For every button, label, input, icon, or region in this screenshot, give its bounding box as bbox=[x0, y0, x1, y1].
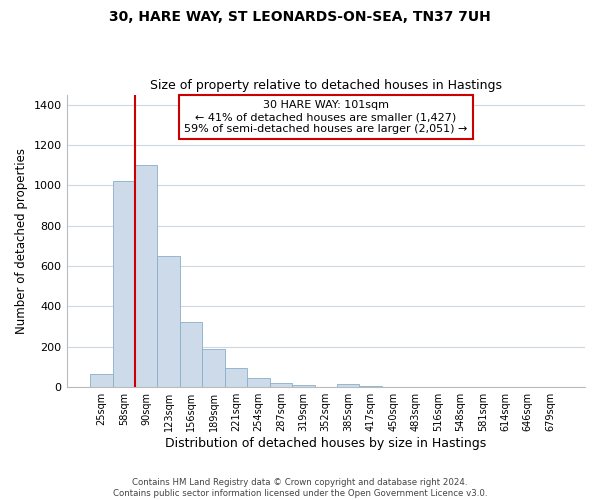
Bar bbox=[113, 182, 135, 387]
Bar bbox=[90, 374, 113, 387]
Title: Size of property relative to detached houses in Hastings: Size of property relative to detached ho… bbox=[150, 79, 502, 92]
Bar bbox=[292, 385, 314, 387]
Bar bbox=[225, 368, 247, 387]
Bar bbox=[247, 378, 269, 387]
Bar bbox=[337, 384, 359, 387]
Bar bbox=[202, 349, 225, 387]
Text: 30 HARE WAY: 101sqm
← 41% of detached houses are smaller (1,427)
59% of semi-det: 30 HARE WAY: 101sqm ← 41% of detached ho… bbox=[184, 100, 467, 134]
Bar bbox=[269, 383, 292, 387]
Text: Contains HM Land Registry data © Crown copyright and database right 2024.
Contai: Contains HM Land Registry data © Crown c… bbox=[113, 478, 487, 498]
Text: 30, HARE WAY, ST LEONARDS-ON-SEA, TN37 7UH: 30, HARE WAY, ST LEONARDS-ON-SEA, TN37 7… bbox=[109, 10, 491, 24]
Bar bbox=[157, 256, 180, 387]
Y-axis label: Number of detached properties: Number of detached properties bbox=[15, 148, 28, 334]
Bar bbox=[135, 165, 157, 387]
Bar bbox=[180, 322, 202, 387]
X-axis label: Distribution of detached houses by size in Hastings: Distribution of detached houses by size … bbox=[165, 437, 487, 450]
Bar bbox=[359, 386, 382, 387]
